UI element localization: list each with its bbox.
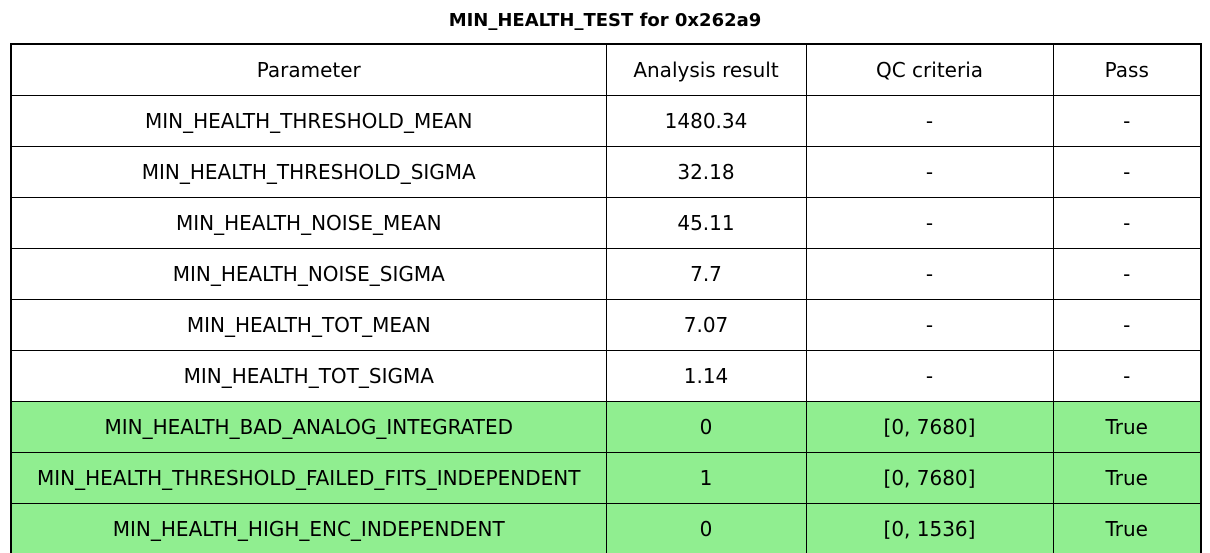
qc-criteria-cell: -	[805, 146, 1054, 198]
analysis-result-cell: 7.07	[605, 299, 807, 351]
qc-criteria-cell: -	[805, 299, 1054, 351]
table-header-row: Parameter Analysis result QC criteria Pa…	[10, 43, 1202, 96]
qc-criteria-cell: [0, 1536]	[805, 503, 1054, 553]
table-row: MIN_HEALTH_TOT_MEAN 7.07 - -	[10, 299, 1202, 351]
pass-cell: -	[1052, 95, 1202, 147]
table-row: MIN_HEALTH_THRESHOLD_MEAN 1480.34 - -	[10, 95, 1202, 147]
pass-cell: -	[1052, 197, 1202, 249]
parameter-cell: MIN_HEALTH_NOISE_SIGMA	[10, 248, 607, 300]
parameter-cell: MIN_HEALTH_TOT_SIGMA	[10, 350, 607, 402]
parameter-cell: MIN_HEALTH_HIGH_ENC_INDEPENDENT	[10, 503, 607, 553]
pass-cell: True	[1052, 503, 1202, 553]
parameter-cell: MIN_HEALTH_TOT_MEAN	[10, 299, 607, 351]
table-row-pass: MIN_HEALTH_BAD_ANALOG_INTEGRATED 0 [0, 7…	[10, 401, 1202, 453]
parameter-cell: MIN_HEALTH_THRESHOLD_FAILED_FITS_INDEPEN…	[10, 452, 607, 504]
analysis-result-cell: 7.7	[605, 248, 807, 300]
figure-title: MIN_HEALTH_TEST for 0x262a9	[448, 10, 762, 31]
pass-cell: -	[1052, 299, 1202, 351]
table-row: MIN_HEALTH_NOISE_SIGMA 7.7 - -	[10, 248, 1202, 300]
table-row: MIN_HEALTH_NOISE_MEAN 45.11 - -	[10, 197, 1202, 249]
qc-criteria-cell: -	[805, 95, 1054, 147]
column-header-analysis-result: Analysis result	[605, 43, 807, 96]
analysis-result-cell: 45.11	[605, 197, 807, 249]
column-header-qc-criteria: QC criteria	[805, 43, 1054, 96]
analysis-result-cell: 32.18	[605, 146, 807, 198]
qc-criteria-cell: -	[805, 248, 1054, 300]
analysis-result-cell: 1	[605, 452, 807, 504]
table-row: MIN_HEALTH_THRESHOLD_SIGMA 32.18 - -	[10, 146, 1202, 198]
qc-criteria-cell: -	[805, 197, 1054, 249]
pass-cell: -	[1052, 350, 1202, 402]
table-row: MIN_HEALTH_TOT_SIGMA 1.14 - -	[10, 350, 1202, 402]
column-header-parameter: Parameter	[10, 43, 607, 96]
qc-criteria-cell: -	[805, 350, 1054, 402]
pass-cell: True	[1052, 452, 1202, 504]
qc-criteria-cell: [0, 7680]	[805, 401, 1054, 453]
analysis-result-cell: 1480.34	[605, 95, 807, 147]
analysis-result-cell: 0	[605, 503, 807, 553]
parameter-cell: MIN_HEALTH_BAD_ANALOG_INTEGRATED	[10, 401, 607, 453]
parameter-cell: MIN_HEALTH_THRESHOLD_MEAN	[10, 95, 607, 147]
pass-cell: -	[1052, 248, 1202, 300]
qc-criteria-cell: [0, 7680]	[805, 452, 1054, 504]
parameter-cell: MIN_HEALTH_NOISE_MEAN	[10, 197, 607, 249]
column-header-pass: Pass	[1052, 43, 1202, 96]
analysis-result-cell: 0	[605, 401, 807, 453]
pass-cell: -	[1052, 146, 1202, 198]
analysis-result-cell: 1.14	[605, 350, 807, 402]
table-row-pass: MIN_HEALTH_THRESHOLD_FAILED_FITS_INDEPEN…	[10, 452, 1202, 504]
pass-cell: True	[1052, 401, 1202, 453]
parameter-cell: MIN_HEALTH_THRESHOLD_SIGMA	[10, 146, 607, 198]
table-row-pass: MIN_HEALTH_HIGH_ENC_INDEPENDENT 0 [0, 15…	[10, 503, 1202, 553]
qc-results-table: Parameter Analysis result QC criteria Pa…	[10, 43, 1202, 553]
